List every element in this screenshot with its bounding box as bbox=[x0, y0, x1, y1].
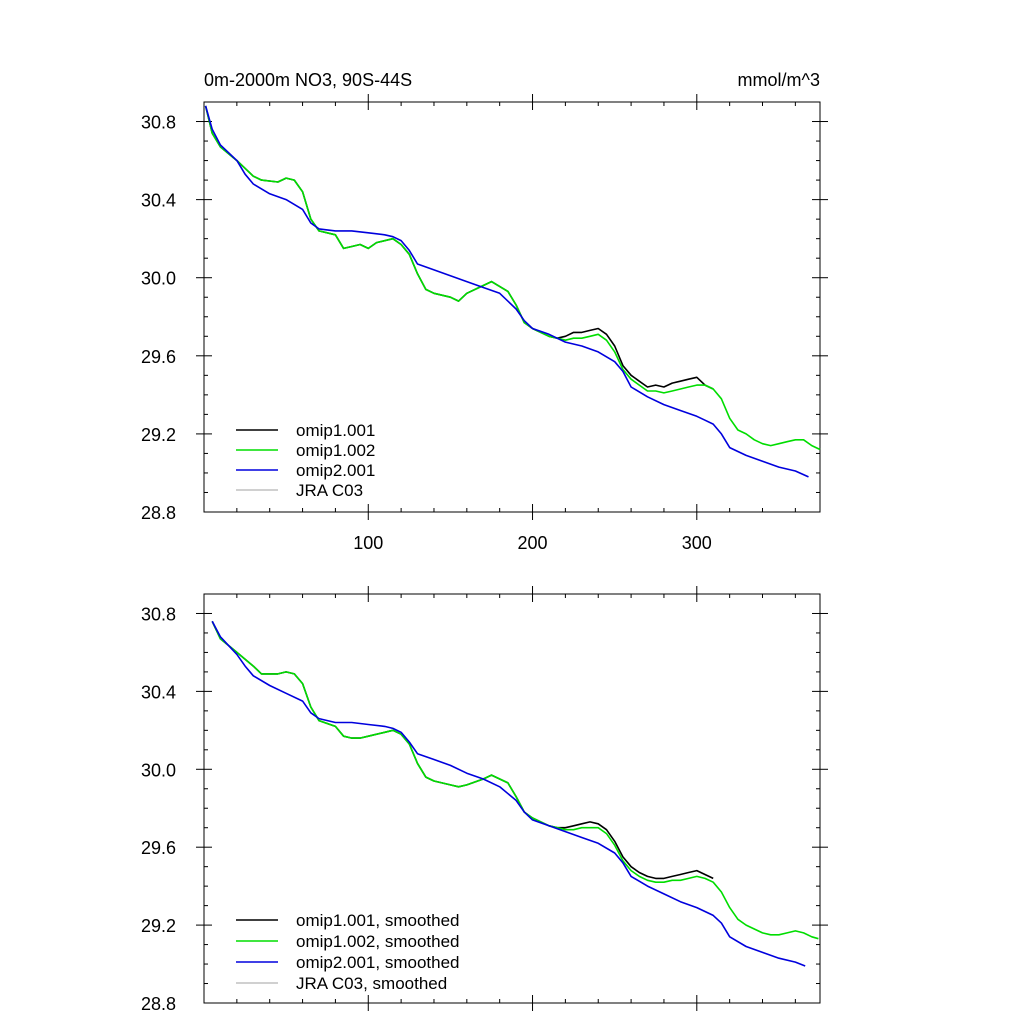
legend-label: JRA C03, smoothed bbox=[296, 974, 447, 993]
legend-label: omip1.002, smoothed bbox=[296, 932, 460, 951]
top-panel: 100 200 300 28.8 29.2 29.6 30.0 30.4 30.8 omip1.0… bbox=[141, 94, 828, 553]
legend-label: omip1.001, smoothed bbox=[296, 911, 460, 930]
series-line bbox=[211, 620, 806, 967]
series-line bbox=[204, 105, 809, 478]
legend-label: omip1.001 bbox=[296, 421, 375, 440]
units-label: mmol/m^3 bbox=[738, 70, 820, 90]
x-tick-label: 100 bbox=[353, 533, 383, 553]
series-line bbox=[204, 105, 821, 451]
plot-frame bbox=[203, 593, 821, 1004]
series-line bbox=[204, 105, 714, 390]
legend-label: omip2.001 bbox=[296, 461, 375, 480]
bottom-panel: 28.8 29.2 29.6 30.0 30.4 30.8 omip1.001, smoot… bbox=[141, 586, 828, 1014]
legend-label: omip1.002 bbox=[296, 441, 375, 460]
x-tick-label: 200 bbox=[518, 533, 548, 553]
chart-title: 0m-2000m NO3, 90S-44S bbox=[204, 70, 412, 90]
plot-frame bbox=[203, 101, 821, 513]
y-tick-label: 30.0 bbox=[141, 269, 176, 289]
y-tick-label: 29.2 bbox=[141, 425, 176, 445]
y-tick-label: 29.2 bbox=[141, 916, 176, 936]
y-tick-label: 29.6 bbox=[141, 838, 176, 858]
y-tick-label: 28.8 bbox=[141, 503, 176, 523]
y-tick-label: 30.8 bbox=[141, 113, 176, 133]
series-line bbox=[211, 620, 714, 880]
legend-label: JRA C03 bbox=[296, 481, 363, 500]
legend-label: omip2.001, smoothed bbox=[296, 953, 460, 972]
x-tick-label: 300 bbox=[682, 533, 712, 553]
series-line bbox=[211, 620, 819, 940]
y-tick-label: 28.8 bbox=[141, 994, 176, 1014]
y-tick-label: 30.4 bbox=[141, 682, 176, 702]
y-tick-label: 30.0 bbox=[141, 760, 176, 780]
y-tick-label: 30.4 bbox=[141, 191, 176, 211]
y-tick-label: 29.6 bbox=[141, 347, 176, 367]
y-tick-label: 30.8 bbox=[141, 604, 176, 624]
